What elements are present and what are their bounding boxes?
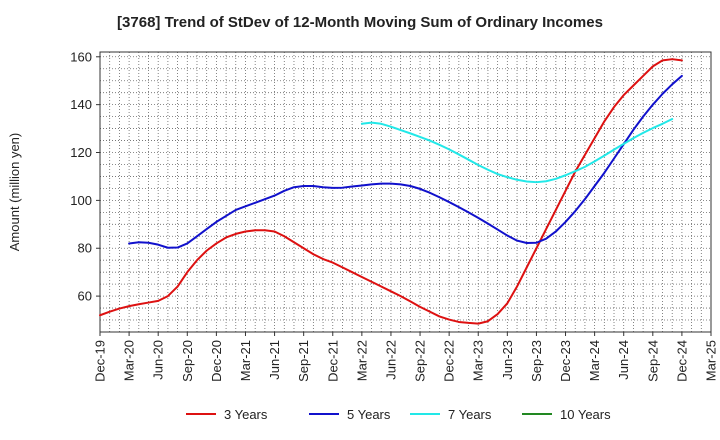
y-axis-label: Amount (million yen) [7,133,22,252]
x-tick-label: Mar-24 [587,340,602,381]
x-tick-label: Dec-19 [93,340,108,382]
series-line-7-years [360,118,674,184]
series-line-5-years [128,74,683,249]
x-tick-label: Sep-20 [180,340,195,382]
legend-label: 7 Years [448,407,492,422]
x-tick-label: Dec-24 [674,340,689,382]
legend-label: 10 Years [560,407,611,422]
legend: 3 Years 5 Years 7 Years 10 Years [186,407,611,422]
y-tick-label: 100 [70,193,92,208]
x-tick-label: Sep-21 [296,340,311,382]
x-tick-label: Mar-20 [122,340,137,381]
y-tick-label: 80 [78,241,92,256]
legend-label: 5 Years [347,407,391,422]
x-tick-label: Mar-25 [704,340,719,381]
x-tick-label: Jun-23 [500,340,515,380]
legend-label: 3 Years [224,407,268,422]
x-tick-label: Jun-21 [267,340,282,380]
x-tick-label: Mar-23 [471,340,486,381]
x-tick-label: Mar-21 [238,340,253,381]
x-tick-label: Jun-20 [151,340,166,380]
y-tick-label: 60 [78,289,92,304]
series-layer [99,58,683,325]
x-tick-label: Dec-23 [558,340,573,382]
y-tick-label: 140 [70,97,92,112]
series-line-3-years [99,58,683,325]
x-tick-label: Mar-22 [354,340,369,381]
plot-frame [99,51,712,333]
x-tick-label: Sep-22 [413,340,428,382]
x-tick-label: Dec-22 [442,340,457,382]
x-tick-label: Dec-21 [325,340,340,382]
x-tick-label: Sep-23 [529,340,544,382]
chart-title: [3768] Trend of StDev of 12-Month Moving… [117,14,603,31]
grid-layer [100,52,711,332]
y-tick-label: 120 [70,145,92,160]
y-tick-label: 160 [70,49,92,64]
axis-layer: 60 80 100 120 140 160 Dec-19 Mar-20 Jun-20 Sep-20… [7,49,719,382]
x-tick-label: Dec-20 [209,340,224,382]
x-tick-label: Jun-22 [383,340,398,380]
x-tick-label: Jun-24 [616,340,631,380]
x-tick-label: Sep-24 [645,340,660,382]
